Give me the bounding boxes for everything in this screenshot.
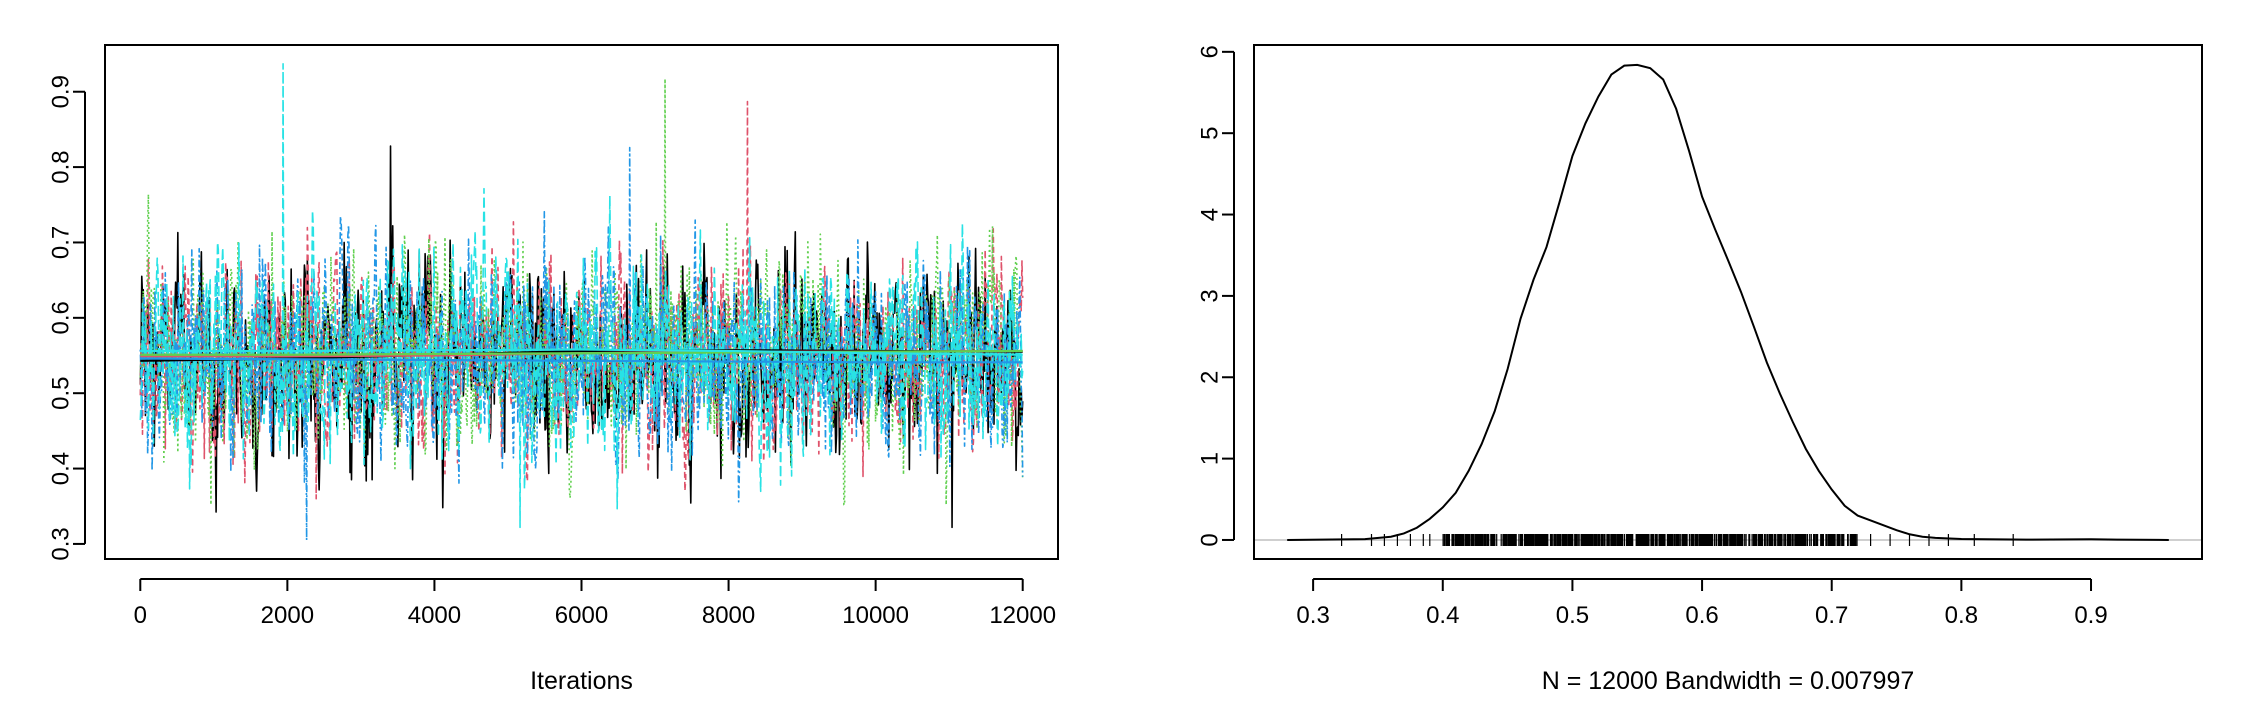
rug-ticks bbox=[1341, 533, 2014, 546]
y-tick-label: 5 bbox=[1197, 127, 1224, 140]
y-tick-label: 0.9 bbox=[48, 75, 75, 108]
y-tick-label: 0.3 bbox=[48, 527, 75, 560]
trace-series-group bbox=[139, 63, 1024, 541]
x-tick-label: 6000 bbox=[555, 602, 608, 629]
y-tick-label: 3 bbox=[1197, 289, 1224, 302]
density-curve bbox=[1287, 63, 2169, 541]
x-tick-label: 8000 bbox=[702, 602, 755, 629]
trace-series bbox=[139, 146, 1024, 541]
x-tick-label: 0.5 bbox=[1556, 602, 1589, 629]
x-tick-label: 0.6 bbox=[1685, 602, 1718, 629]
density-x-axis-title: N = 12000 Bandwidth = 0.007997 bbox=[1542, 667, 1915, 695]
trace-x-axis: 0 2000 4000 6000 8000 10000 12000 bbox=[134, 578, 1056, 629]
density-y-axis: 0 1 2 3 4 5 6 bbox=[1197, 45, 1235, 547]
trace-plot-frame bbox=[104, 44, 1059, 560]
y-tick-label: 0.7 bbox=[48, 226, 75, 259]
x-tick-label: 0 bbox=[134, 602, 147, 629]
y-tick-label: 6 bbox=[1197, 45, 1224, 58]
trace-smooth-line bbox=[140, 349, 1023, 356]
y-tick-label: 0.4 bbox=[48, 452, 75, 485]
x-tick-label: 0.9 bbox=[2074, 602, 2107, 629]
y-tick-label: 0.6 bbox=[48, 301, 75, 334]
x-tick-label: 10000 bbox=[842, 602, 909, 629]
x-tick-label: 0.7 bbox=[1815, 602, 1848, 629]
trace-smooth-line bbox=[140, 348, 1023, 356]
density-rug bbox=[1341, 533, 2014, 546]
x-tick-label: 4000 bbox=[408, 602, 461, 629]
y-tick-label: 2 bbox=[1197, 371, 1224, 384]
x-tick-label: 0.4 bbox=[1426, 602, 1459, 629]
trace-smooth-line bbox=[140, 357, 1023, 364]
trace-series bbox=[139, 63, 1024, 529]
trace-y-axis: 0.3 0.4 0.5 0.6 0.7 0.8 0.9 bbox=[48, 75, 86, 561]
trace-plot: 0 2000 4000 6000 8000 10000 12000 0.3 0.4 0.5 0.6… bbox=[48, 44, 1059, 695]
trace-series bbox=[139, 78, 1024, 506]
density-plot-frame bbox=[1253, 44, 2203, 560]
density-x-axis: 0.3 0.4 0.5 0.6 0.7 0.8 0.9 bbox=[1296, 578, 2108, 629]
y-tick-label: 1 bbox=[1197, 452, 1224, 465]
x-tick-label: 12000 bbox=[989, 602, 1056, 629]
y-tick-label: 0 bbox=[1197, 533, 1224, 546]
x-tick-label: 2000 bbox=[261, 602, 314, 629]
x-tick-label: 0.3 bbox=[1296, 602, 1329, 629]
y-tick-label: 0.5 bbox=[48, 377, 75, 410]
y-tick-label: 4 bbox=[1197, 208, 1224, 221]
y-tick-label: 0.8 bbox=[48, 150, 75, 183]
density-plot: 0.3 0.4 0.5 0.6 0.7 0.8 0.9 0 1 2 3 4 5 6 N = 12000 … bbox=[1197, 44, 2203, 695]
x-tick-label: 0.8 bbox=[1945, 602, 1978, 629]
trace-x-axis-title: Iterations bbox=[530, 667, 633, 695]
